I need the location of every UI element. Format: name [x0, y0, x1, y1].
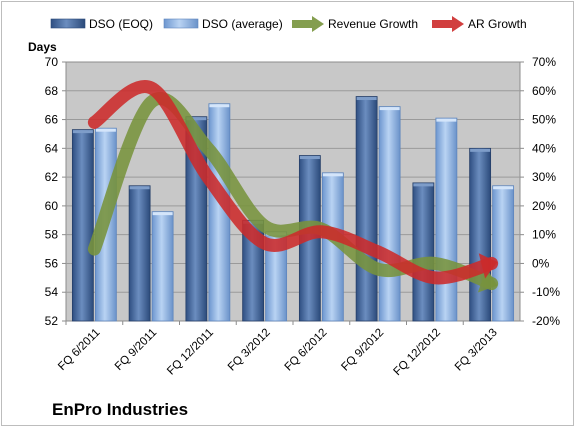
- legend-label-dso-average: DSO (average): [202, 17, 283, 31]
- bar-cap-dso-average: [322, 173, 343, 177]
- legend-item-dso-eoq: DSO (EOQ): [50, 17, 153, 31]
- category-labels: FQ 6/2011 FQ 9/2011 FQ 12/2011 FQ 3/2012 FQ …: [56, 321, 500, 378]
- bar-dso-eoq: [71, 129, 94, 322]
- left-tick-label: 62: [45, 170, 59, 184]
- category-label: FQ 3/2012: [226, 327, 273, 374]
- line-revenue-growth: [87, 92, 499, 291]
- bar-cap-dso-eoq: [186, 117, 207, 121]
- right-tick-label: 20%: [532, 199, 556, 213]
- bar-dso-eoq: [128, 185, 151, 322]
- bar-dso-average: [151, 211, 174, 322]
- category-label: FQ 6/2011: [56, 327, 102, 373]
- bar-dso-eoq: [355, 96, 378, 322]
- bar-cap-dso-average: [493, 186, 514, 190]
- right-tick-label: 10%: [532, 228, 556, 242]
- left-tick-label: 68: [45, 84, 59, 98]
- bar-cap-dso-eoq: [356, 97, 377, 101]
- left-tick-label: 70: [45, 55, 59, 69]
- bar-cap-dso-eoq: [413, 183, 434, 187]
- legend-label-ar-growth: AR Growth: [468, 17, 527, 31]
- bar-cap-dso-average: [209, 104, 230, 108]
- legend-label-revenue-growth: Revenue Growth: [328, 17, 418, 31]
- left-tick-label: 66: [45, 113, 59, 127]
- left-tick-label: 54: [45, 285, 59, 299]
- bar-cap-dso-eoq: [129, 186, 150, 190]
- bar-cap-dso-average: [379, 107, 400, 111]
- bar-cap-dso-average: [95, 128, 116, 132]
- right-tick-label: 50%: [532, 113, 556, 127]
- right-tick-label: 30%: [532, 170, 556, 184]
- category-label: FQ 9/2012: [339, 327, 386, 374]
- legend-swatch-dso-average: [163, 18, 199, 29]
- left-tick-label: 60: [45, 199, 59, 213]
- right-tick-label: 60%: [532, 84, 556, 98]
- left-axis-ticks: 52 54 56 58 60 62 64 66 68 70: [45, 55, 66, 328]
- legend-label-dso-eoq: DSO (EOQ): [89, 17, 153, 31]
- right-tick-label: 0%: [532, 256, 550, 270]
- category-label: FQ 3/2013: [453, 327, 500, 374]
- bar-cap-dso-eoq: [299, 156, 320, 160]
- category-label: FQ 6/2012: [283, 327, 330, 374]
- arrowhead-ar-growth: [478, 253, 498, 279]
- company-name: EnPro Industries: [52, 400, 188, 419]
- left-tick-label: 58: [45, 228, 59, 242]
- right-tick-label: -10%: [532, 285, 560, 299]
- growth-lines: [87, 80, 499, 293]
- legend-arrow-revenue-growth: [292, 16, 324, 32]
- legend-swatch-dso-eoq: [50, 18, 86, 29]
- legend-arrow-ar-growth: [432, 16, 464, 32]
- right-tick-label: -20%: [532, 314, 560, 328]
- right-axis-ticks: -20% -10% 0% 10% 20% 30% 40% 50% 60% 70%: [520, 55, 560, 328]
- line-ar-growth: [87, 80, 499, 285]
- left-tick-label: 64: [45, 141, 59, 155]
- arrowhead-revenue-growth: [477, 267, 498, 293]
- legend: DSO (EOQ) DSO (average) Revenue Growth A…: [50, 16, 527, 32]
- bar-dso-eoq: [412, 182, 435, 322]
- right-tick-label: 70%: [532, 55, 556, 69]
- bars: [71, 96, 515, 322]
- bar-cap-dso-average: [152, 212, 173, 216]
- right-tick-label: 40%: [532, 141, 556, 155]
- legend-item-dso-average: DSO (average): [163, 17, 283, 31]
- category-label: FQ 12/2012: [392, 327, 443, 378]
- y-axis-title: Days: [28, 40, 57, 54]
- bar-cap-dso-eoq: [72, 130, 93, 134]
- bar-dso-average: [378, 106, 401, 322]
- legend-item-ar-growth: AR Growth: [432, 16, 527, 32]
- bar-cap-dso-eoq: [470, 148, 491, 152]
- legend-item-revenue-growth: Revenue Growth: [292, 16, 418, 32]
- bar-dso-eoq: [469, 147, 492, 322]
- bar-dso-average: [492, 185, 515, 322]
- bar-cap-dso-average: [436, 118, 457, 122]
- left-tick-label: 56: [45, 256, 59, 270]
- category-label: FQ 12/2011: [165, 327, 216, 378]
- category-label: FQ 9/2011: [113, 327, 159, 373]
- left-tick-label: 52: [45, 314, 59, 328]
- bar-dso-average: [435, 117, 458, 322]
